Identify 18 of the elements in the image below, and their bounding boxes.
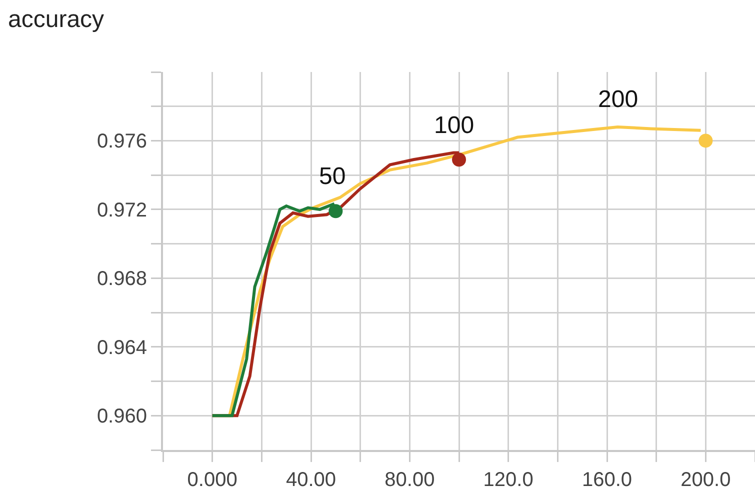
x-tick-label: 80.00: [384, 469, 435, 491]
y-tick-label: 0.972: [96, 199, 147, 222]
y-tick-label: 0.976: [96, 130, 147, 153]
x-tick-label: 200.0: [680, 469, 731, 491]
y-tick-label: 0.968: [96, 268, 147, 290]
series-label: 50: [319, 163, 346, 190]
point: [698, 134, 713, 148]
y-tick-label: 0.960: [96, 406, 147, 428]
x-tick-label: 120.0: [483, 469, 534, 491]
point: [452, 152, 466, 167]
y-tick-label: 0.964: [96, 336, 147, 359]
point: [328, 204, 343, 218]
chart-title: accuracy: [8, 6, 104, 33]
series-label: 100: [434, 112, 474, 139]
series-label: 200: [598, 86, 638, 113]
x-tick-label: 0.000: [187, 469, 238, 491]
x-tick-label: 160.0: [582, 469, 632, 491]
x-tick-label: 40.00: [286, 469, 336, 491]
